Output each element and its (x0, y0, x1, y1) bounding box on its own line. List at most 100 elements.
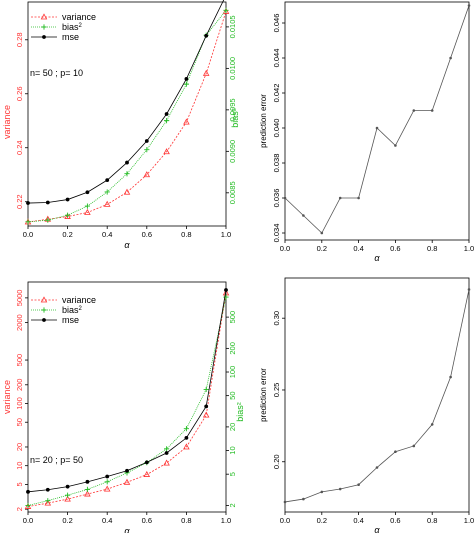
y-tick-label: 0.040 (272, 119, 281, 138)
series-variance-point (163, 459, 170, 466)
y-left-tick-label: 0.26 (15, 86, 24, 101)
panel-bottom-left: 2 5 10 20 50 100 200 500 2000 5000 variance 2 5 10 20 5… (2, 281, 245, 533)
series-variance-point (123, 188, 131, 195)
series-mse-point (45, 487, 50, 492)
series-variance-point (222, 7, 230, 14)
series-mse-point (164, 112, 169, 116)
y-left-tick-label: 10 (15, 462, 24, 470)
panel-bottom-right: 0.20 0.25 0.30 prediction error 0.0 0.2 0.4 0.6… (259, 277, 474, 533)
series-variance-point (143, 171, 151, 178)
y-left-axis-label: variance (2, 105, 12, 139)
y-tick-label: 0.034 (272, 224, 281, 243)
series-prediction-error-point (302, 214, 305, 217)
series-prediction-error-point (412, 109, 416, 112)
y-tick-label: 0.044 (272, 49, 281, 68)
series-variance-point (64, 495, 71, 502)
series-bias2-point (65, 492, 71, 498)
series-mse-point (204, 404, 209, 409)
plot-frame (27, 281, 227, 513)
series-variance-point (103, 200, 111, 207)
series-mse-point (144, 139, 149, 143)
series-variance-point (143, 470, 151, 477)
y-right-tick-label: 2 (228, 503, 237, 507)
x-tick-label: 0.4 (102, 516, 112, 525)
y-right-tick-label: 50 (228, 391, 237, 399)
legend-marker (40, 13, 48, 20)
y-right-axis-label: bias² (230, 108, 240, 128)
y-tick-label: 0.20 (272, 454, 281, 469)
series-variance-point (64, 212, 71, 219)
x-tick-label: 0.0 (280, 244, 290, 253)
series-bias2-line (27, 10, 227, 223)
plot-frame (27, 1, 227, 227)
series-prediction-error-point (394, 450, 397, 454)
x-tick-label: 0.2 (62, 230, 72, 239)
x-axis-label: α (124, 526, 130, 533)
plot-frame (284, 1, 470, 241)
series-variance-point (84, 208, 91, 215)
series-prediction-error-line (284, 289, 470, 503)
series-mse-point (65, 484, 70, 489)
legend-label: bias2 (62, 305, 83, 315)
series-bias2-point (223, 7, 229, 13)
series-bias2-point (164, 446, 170, 452)
y-right-tick-label: 0.0105 (228, 15, 237, 38)
x-tick-label: 0.6 (142, 516, 152, 525)
y-left-tick-label: 2000 (15, 314, 24, 331)
y-left-tick-label: 5 (15, 482, 24, 486)
y-left-tick-label: 200 (15, 379, 24, 392)
series-bias2-point (25, 219, 31, 225)
y-tick-label: 0.042 (272, 84, 281, 103)
y-left-tick-label: 20 (15, 443, 24, 451)
legend-label: mse (62, 315, 79, 325)
series-bias2-point (124, 171, 130, 177)
series-prediction-error-point (320, 231, 324, 235)
series-prediction-error-point (283, 196, 287, 200)
y-right-tick-label: 5 (228, 472, 237, 476)
series-bias2-point (144, 147, 150, 153)
legend-marker (41, 307, 47, 313)
series-bias2-point (183, 81, 189, 87)
series-variance-point (202, 69, 210, 76)
series-bias2-point (183, 426, 189, 432)
legend-label: variance (62, 295, 96, 305)
y-right-tick-label: 0.0085 (228, 181, 237, 204)
series-bias2-point (164, 118, 170, 124)
y-right-axis-label: bias² (235, 402, 245, 422)
series-prediction-error-point (338, 196, 342, 200)
y-right-tick-label: 200 (228, 342, 237, 355)
x-axis-label: α (374, 253, 380, 263)
series-prediction-error-point (449, 375, 452, 379)
series-variance-point (44, 499, 52, 506)
series-prediction-error-point (283, 500, 287, 504)
legend-marker (41, 24, 47, 30)
y-left-tick-label: 100 (15, 397, 24, 410)
series-bias2-point (84, 486, 90, 493)
y-right-tick-label: 0.0100 (228, 57, 237, 80)
x-tick-label: 0.0 (23, 230, 33, 239)
series-prediction-error-point (449, 56, 452, 60)
x-tick-label: 0.6 (390, 244, 400, 253)
x-tick-label: 0.4 (353, 244, 363, 253)
series-prediction-error-point (357, 483, 360, 487)
x-tick-label: 1.0 (221, 516, 231, 525)
series-variance-point (84, 490, 91, 497)
series-prediction-error-point (320, 490, 324, 494)
series-mse-point (26, 489, 30, 494)
y-right-tick-label: 100 (228, 366, 237, 379)
series-bias2-point (223, 294, 229, 300)
x-tick-label: 0.6 (142, 230, 152, 239)
plot-frame (284, 277, 470, 513)
y-right-tick-label: 0.0095 (228, 98, 237, 121)
x-tick-label: 0.2 (62, 516, 72, 525)
x-tick-label: 0.2 (317, 516, 327, 525)
y-left-tick-label: 0.28 (15, 32, 24, 47)
series-mse-point (144, 460, 149, 465)
series-bias2-point (203, 386, 209, 393)
series-prediction-error-point (412, 444, 416, 448)
series-mse-point (204, 33, 209, 38)
y-axis-label: prediction error (259, 94, 268, 148)
x-tick-label: 0.6 (390, 516, 400, 525)
